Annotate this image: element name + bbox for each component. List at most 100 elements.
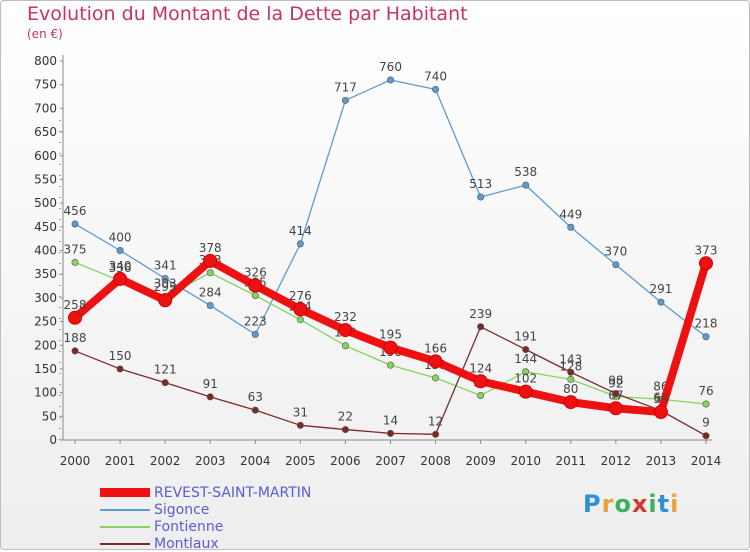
legend-swatch — [100, 508, 150, 511]
data-label-montlaux: 98 — [608, 374, 623, 388]
data-point-montlaux — [612, 390, 620, 398]
y-tick-label: 350 — [34, 267, 57, 281]
data-point-sigonce — [522, 181, 530, 189]
data-label-montlaux: 91 — [203, 377, 218, 391]
legend-item: REVEST-SAINT-MARTIN — [100, 484, 311, 501]
data-label-sigonce: 538 — [514, 165, 537, 179]
data-label-sigonce: 449 — [559, 207, 582, 221]
data-point-revest-saint-martin — [158, 293, 173, 308]
data-point-sigonce — [386, 76, 394, 84]
data-point-fontienne — [296, 316, 304, 324]
y-tick-label: 300 — [34, 291, 57, 305]
data-label-revest-saint-martin: 124 — [469, 361, 492, 375]
y-tick-label: 400 — [34, 244, 57, 258]
x-tick-label: 2003 — [195, 454, 226, 468]
data-point-montlaux — [432, 430, 440, 438]
data-point-revest-saint-martin — [518, 384, 533, 399]
y-tick-label: 700 — [34, 101, 57, 115]
legend-label: Montlaux — [154, 535, 219, 552]
data-point-montlaux — [386, 429, 394, 437]
logo-letter: i — [670, 490, 680, 518]
logo-letter: t — [657, 490, 671, 518]
data-point-revest-saint-martin — [68, 310, 82, 325]
y-tick-label: 150 — [34, 362, 57, 376]
data-label-fontienne: 144 — [514, 352, 537, 366]
data-point-fontienne — [341, 342, 349, 350]
y-tick-label: 650 — [34, 125, 57, 139]
data-point-sigonce — [296, 240, 304, 248]
proxiti-logo: Proxiti — [583, 490, 679, 518]
data-point-revest-saint-martin — [383, 340, 398, 355]
y-tick-label: 50 — [42, 409, 57, 423]
data-label-montlaux: 150 — [109, 349, 132, 363]
x-tick-label: 2000 — [60, 454, 91, 468]
data-point-montlaux — [341, 426, 349, 434]
y-tick-label: 250 — [34, 315, 57, 329]
data-label-revest-saint-martin: 67 — [608, 388, 623, 402]
data-label-montlaux: 9 — [702, 416, 710, 430]
y-tick-label: 450 — [34, 220, 57, 234]
data-point-montlaux — [116, 365, 124, 373]
chart-title: Evolution du Montant de la Dette par Hab… — [27, 3, 468, 25]
logo-letter: i — [648, 490, 658, 518]
data-point-montlaux — [251, 406, 259, 414]
data-label-revest-saint-martin: 340 — [109, 259, 132, 273]
data-label-sigonce: 341 — [154, 258, 177, 272]
x-tick-label: 2002 — [150, 454, 181, 468]
legend-label: Fontienne — [154, 518, 224, 535]
data-point-fontienne — [386, 361, 394, 369]
data-point-revest-saint-martin — [113, 271, 128, 286]
data-label-montlaux: 31 — [293, 405, 308, 419]
y-tick-label: 800 — [34, 54, 57, 68]
x-tick-label: 2001 — [105, 454, 136, 468]
data-point-sigonce — [567, 223, 575, 231]
chart-subtitle: (en €) — [27, 27, 63, 41]
data-point-sigonce — [702, 333, 710, 341]
data-label-sigonce: 456 — [64, 204, 87, 218]
data-point-sigonce — [71, 220, 79, 228]
data-point-montlaux — [477, 323, 485, 331]
data-point-revest-saint-martin — [428, 354, 443, 369]
data-label-revest-saint-martin: 195 — [379, 328, 402, 342]
data-point-sigonce — [161, 274, 169, 282]
data-label-revest-saint-martin: 80 — [563, 382, 578, 396]
data-point-fontienne — [71, 258, 79, 266]
data-label-fontienne: 336 — [109, 261, 132, 275]
data-point-sigonce — [612, 261, 620, 269]
data-label-sigonce: 370 — [604, 245, 627, 259]
data-label-sigonce: 717 — [334, 80, 357, 94]
data-point-revest-saint-martin — [338, 323, 353, 338]
data-label-montlaux: 239 — [469, 307, 492, 321]
legend-item: Montlaux — [100, 535, 311, 552]
y-tick-label: 0 — [49, 433, 57, 447]
data-point-montlaux — [161, 379, 169, 387]
data-label-sigonce: 284 — [199, 285, 222, 299]
data-point-revest-saint-martin — [248, 278, 263, 293]
data-label-sigonce: 218 — [695, 317, 718, 331]
data-point-sigonce — [341, 96, 349, 104]
y-tick-label: 500 — [34, 196, 57, 210]
logo-letter: o — [614, 490, 632, 518]
x-tick-label: 2009 — [465, 454, 496, 468]
logo-letter: P — [583, 490, 602, 518]
x-tick-label: 2008 — [420, 454, 451, 468]
data-point-fontienne — [522, 368, 530, 376]
logo-letter: x — [631, 490, 649, 518]
y-tick-label: 600 — [34, 149, 57, 163]
data-point-sigonce — [206, 301, 214, 309]
legend-item: Fontienne — [100, 518, 311, 535]
data-point-sigonce — [116, 247, 124, 255]
x-tick-label: 2013 — [646, 454, 677, 468]
data-label-revest-saint-martin: 59 — [653, 392, 668, 406]
legend-swatch — [100, 488, 150, 497]
data-point-fontienne — [567, 375, 575, 383]
data-label-sigonce: 414 — [289, 224, 312, 238]
data-label-montlaux: 12 — [428, 414, 443, 428]
data-point-revest-saint-martin — [699, 256, 713, 271]
x-tick-label: 2005 — [285, 454, 316, 468]
data-label-fontienne: 303 — [154, 276, 177, 290]
data-point-montlaux — [296, 421, 304, 429]
data-label-fontienne: 76 — [698, 384, 713, 398]
data-label-fontienne: 92 — [608, 376, 623, 390]
data-point-sigonce — [657, 298, 665, 306]
